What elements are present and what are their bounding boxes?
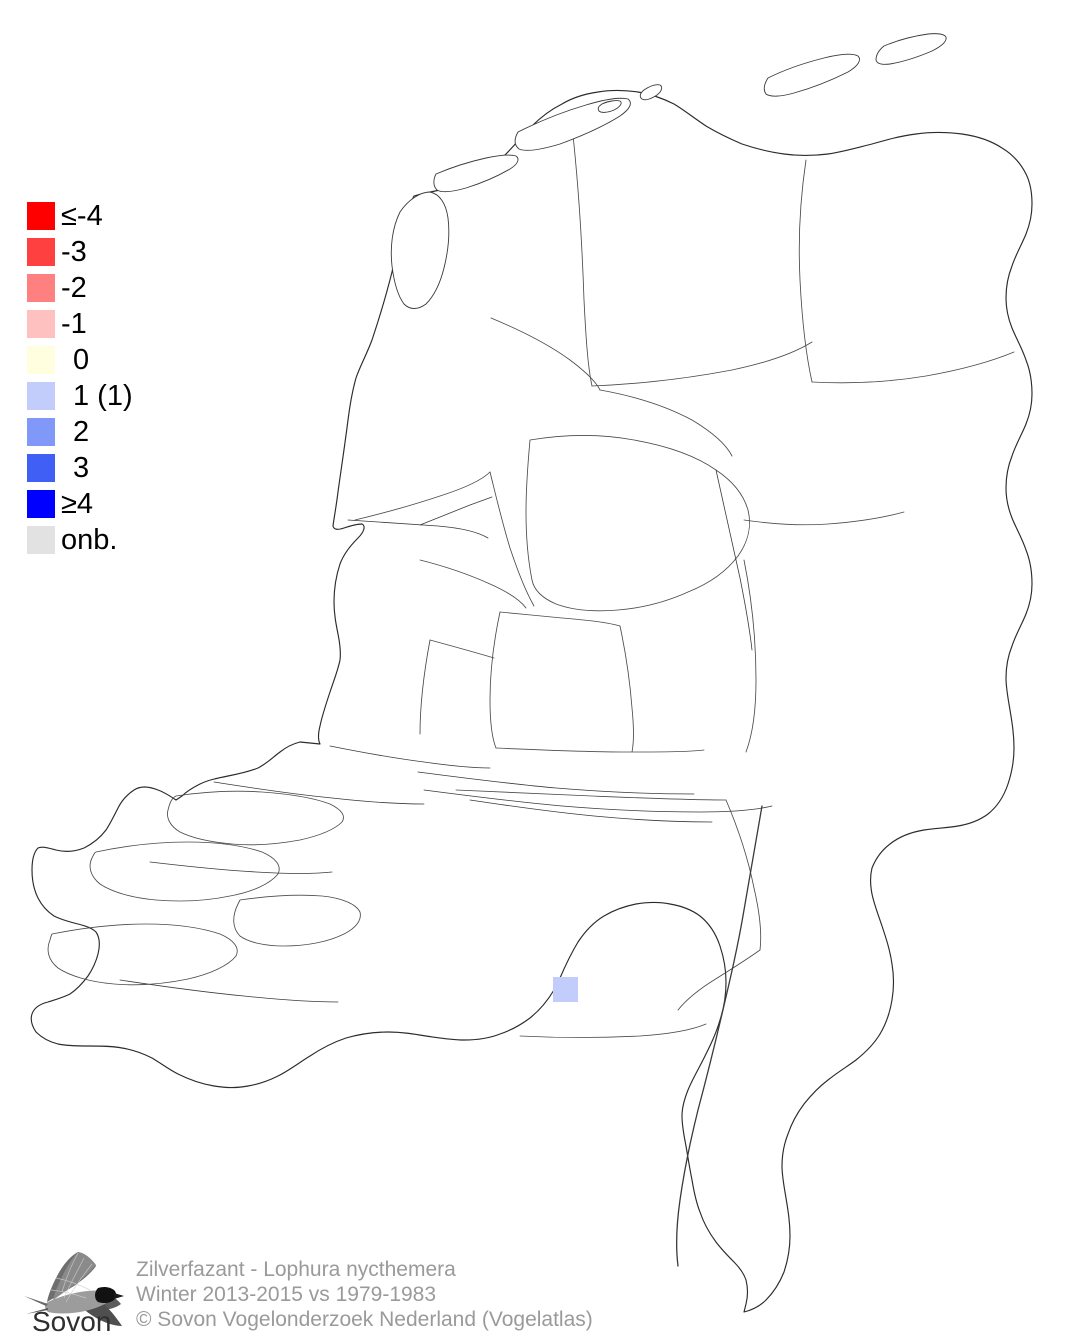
legend-swatch-minus1 xyxy=(27,310,55,338)
province-boundaries xyxy=(354,125,1015,1038)
legend-label-two: 2 xyxy=(73,415,90,448)
legend-label-minus2: -2 xyxy=(61,271,87,304)
sovon-logo: Sovon xyxy=(22,1246,126,1334)
legend-label-minus1: -1 xyxy=(61,307,87,340)
legend-item-four-or-more[interactable]: ≥4 xyxy=(27,486,177,522)
legend-item-zero[interactable]: 0 xyxy=(27,342,177,378)
legend-swatch-two xyxy=(27,418,55,446)
legend-item-minus1[interactable]: -1 xyxy=(27,306,177,342)
data-square-1[interactable] xyxy=(553,977,578,1002)
legend-label-three: 3 xyxy=(73,451,90,484)
legend-swatch-four-or-more xyxy=(27,490,55,518)
map-legend: ≤-4 -3 -2 -1 0 1 (1) 2 3 xyxy=(27,198,177,558)
rivers-and-water xyxy=(119,469,773,1267)
legend-swatch-minus3 xyxy=(27,238,55,266)
swallow-icon: Sovon xyxy=(24,1252,124,1334)
legend-swatch-zero xyxy=(27,346,55,374)
caption-species: Zilverfazant - Lophura nycthemera xyxy=(136,1258,456,1281)
country-outline xyxy=(30,89,1033,1313)
legend-swatch-one xyxy=(27,382,55,410)
legend-item-minus2[interactable]: -2 xyxy=(27,270,177,306)
zeeland-islands xyxy=(47,790,361,986)
legend-swatch-three xyxy=(27,454,55,482)
legend-item-minus4-or-less[interactable]: ≤-4 xyxy=(27,198,177,234)
legend-item-three[interactable]: 3 xyxy=(27,450,177,486)
wadden-islands xyxy=(390,33,947,309)
legend-label-four-or-more: ≥4 xyxy=(61,487,94,520)
legend-swatch-minus2 xyxy=(27,274,55,302)
map-caption: Zilverfazant - Lophura nycthemera Winter… xyxy=(136,1257,593,1334)
legend-item-minus3[interactable]: -3 xyxy=(27,234,177,270)
legend-label-unknown: onb. xyxy=(61,523,118,556)
legend-label-one: 1 (1) xyxy=(73,379,133,412)
legend-item-unknown[interactable]: onb. xyxy=(27,522,177,558)
legend-item-two[interactable]: 2 xyxy=(27,414,177,450)
caption-period: Winter 2013-2015 vs 1979-1983 xyxy=(136,1283,437,1306)
legend-label-minus3: -3 xyxy=(61,235,87,268)
legend-label-minus4-or-less: ≤-4 xyxy=(61,199,103,232)
legend-item-one[interactable]: 1 (1) xyxy=(27,378,177,414)
caption-copyright: © Sovon Vogelonderzoek Nederland (Vogela… xyxy=(136,1308,593,1331)
legend-swatch-minus4-or-less xyxy=(27,202,55,230)
legend-label-zero: 0 xyxy=(73,343,90,376)
sovon-wordmark: Sovon xyxy=(32,1306,111,1334)
legend-swatch-unknown xyxy=(27,526,55,554)
map-footer: Sovon Zilverfazant - Lophura nycthemera … xyxy=(22,1246,1052,1334)
